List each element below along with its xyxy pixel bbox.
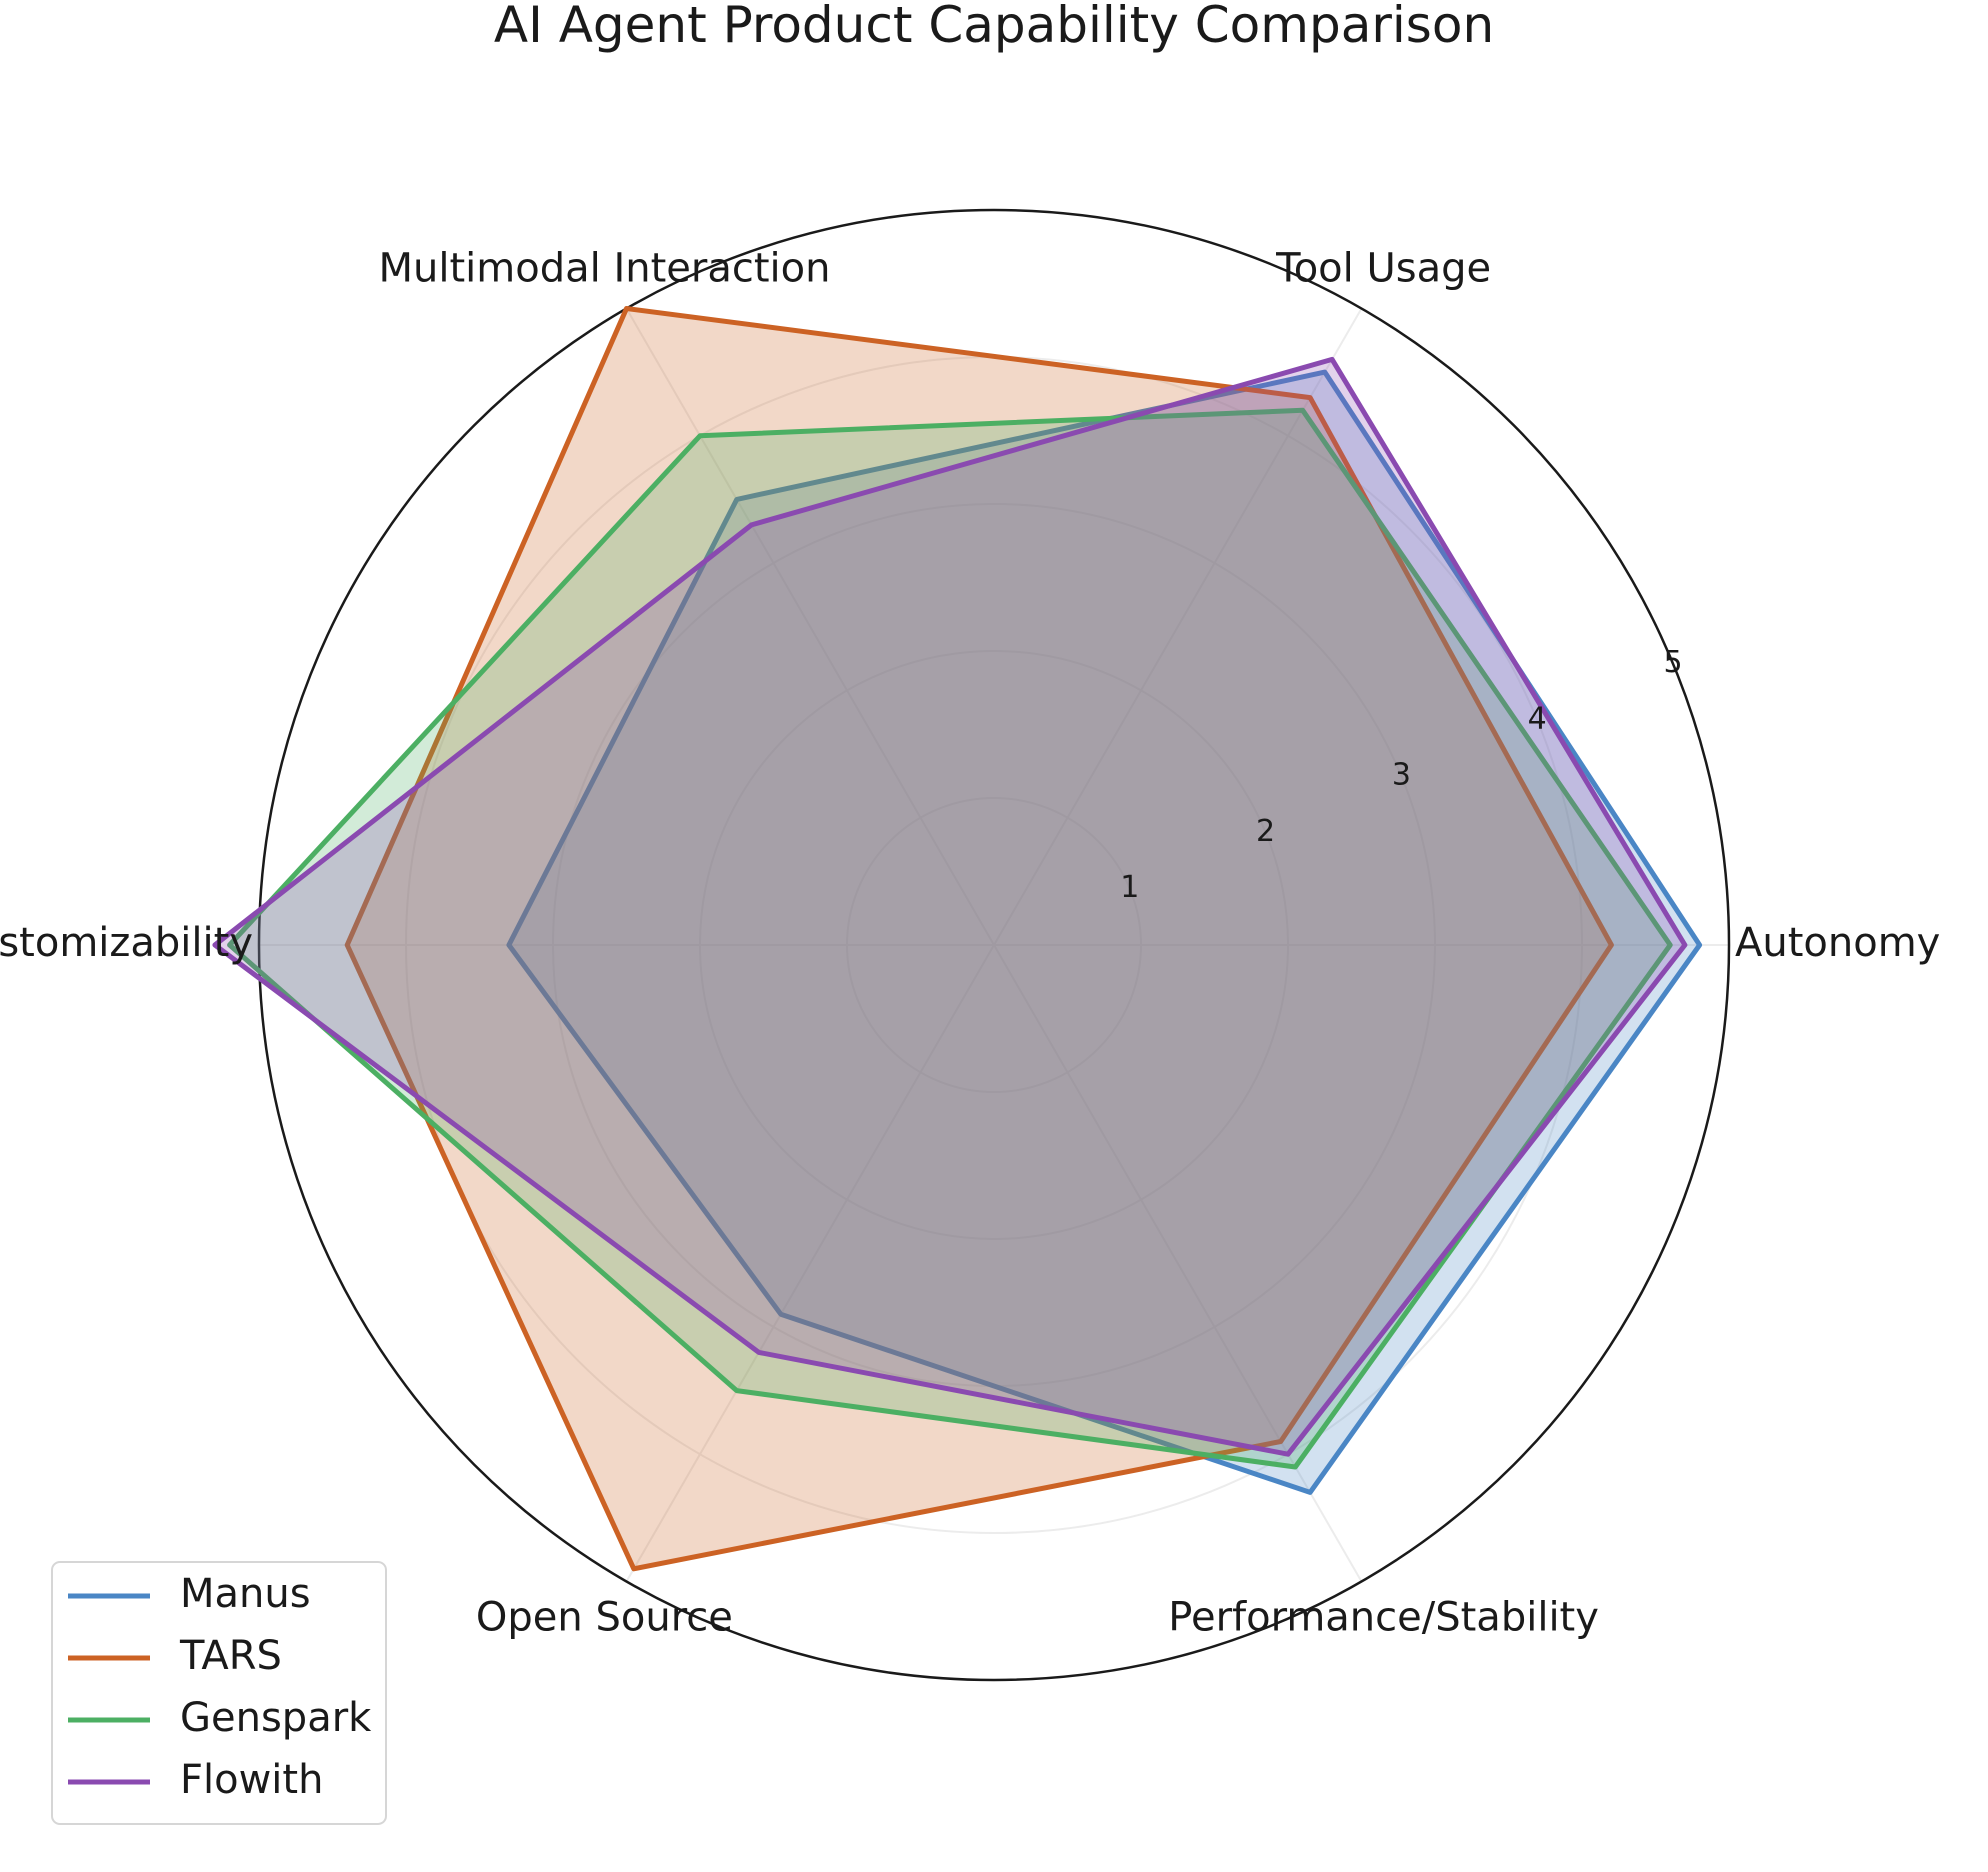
legend-label-flowith: Flowith — [180, 1757, 323, 1803]
tick-label-4: 4 — [1528, 702, 1547, 737]
spoke-tool-usage — [993, 307, 1363, 946]
grid-ring-1 — [846, 797, 1142, 1093]
legend-label-manus: Manus — [180, 1571, 311, 1617]
series-fill-manus — [508, 372, 1700, 1493]
series-fill-genspark — [229, 410, 1671, 1467]
grid-ring-2 — [699, 650, 1289, 1240]
tick-label-3: 3 — [1392, 758, 1411, 793]
tick-label-5: 5 — [1664, 645, 1683, 680]
axis-label-tool-usage: Tool Usage — [1275, 245, 1491, 291]
axis-label-multimodal-interaction: Multimodal Interaction — [379, 245, 831, 291]
tick-label-1: 1 — [1120, 870, 1139, 905]
legend-box — [51, 1561, 387, 1825]
axis-labels: Autonomy Tool Usage Multimodal Interaction… — [0, 245, 1940, 1640]
series-line-tars — [344, 306, 1614, 1572]
outer-ring — [257, 208, 1731, 1682]
legend: Manus TARS Genspark Flowith — [51, 1561, 387, 1825]
series-fill-tars — [347, 308, 1612, 1569]
legend-label-genspark: Genspark — [180, 1695, 372, 1741]
series-line-genspark — [227, 407, 1673, 1470]
series-line-flowith — [212, 356, 1688, 1457]
axis-label-performance-stability: Performance/Stability — [1168, 1595, 1599, 1641]
axis-label-customizability: Customizability — [0, 920, 253, 966]
axis-label-autonomy: Autonomy — [1735, 920, 1940, 966]
spoke-open-source — [625, 944, 995, 1583]
axis-label-open-source: Open Source — [476, 1595, 733, 1641]
series-fill-flowith — [214, 359, 1685, 1455]
series-layer — [212, 306, 1703, 1572]
chart-title: AI Agent Product Capability Comparison — [494, 0, 1494, 54]
spoke-performance-stability — [993, 944, 1363, 1583]
radial-ticks: 1 2 3 4 5 — [1120, 645, 1682, 905]
tick-label-2: 2 — [1256, 814, 1275, 849]
spoke-multimodal-interaction — [625, 307, 995, 946]
series-line-manus — [506, 369, 1703, 1495]
legend-label-tars: TARS — [179, 1633, 282, 1679]
